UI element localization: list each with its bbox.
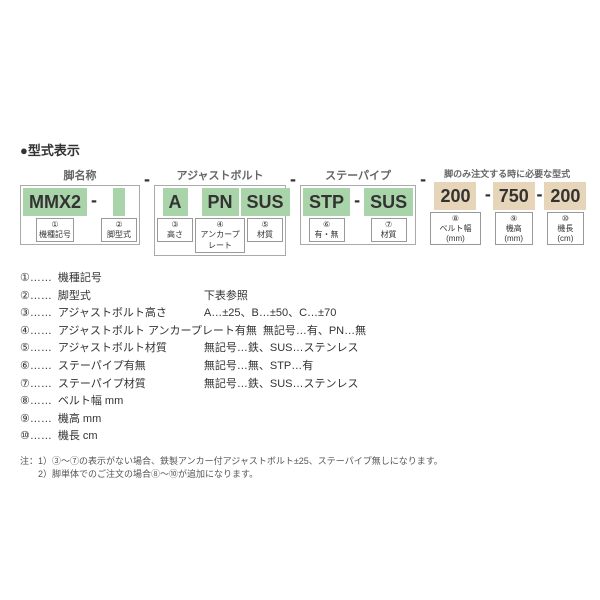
note-right: 脚のみ注文する時に必要な型式 bbox=[444, 167, 570, 180]
code-value bbox=[113, 188, 125, 216]
code-sub-label: ⑩機長(cm) bbox=[547, 212, 585, 245]
desc-num: ②…… bbox=[20, 288, 52, 306]
code-cell: ②脚型式 bbox=[101, 188, 137, 242]
code-group: ステーパイプ STP⑥有・無-SUS⑦材質 bbox=[300, 167, 416, 245]
code-cell: PN④アンカープレート bbox=[195, 188, 245, 253]
code-sub-label: ④アンカープレート bbox=[195, 218, 245, 253]
code-group: 脚のみ注文する時に必要な型式200⑧ベルト幅(mm)-750⑨機高(mm)-20… bbox=[430, 167, 584, 245]
desc-key: アジャストボルト材質 bbox=[58, 340, 198, 358]
desc-key: 機高 mm bbox=[58, 411, 198, 429]
desc-num: ③…… bbox=[20, 305, 52, 323]
code-group: アジャストボルトA③高さPN④アンカープレートSUS⑤材質 bbox=[154, 167, 286, 256]
desc-row: ④…… アジャストボルト アンカープレート有無無記号…有、PN…無 bbox=[20, 323, 580, 341]
code-sub-label: ⑤材質 bbox=[247, 218, 283, 242]
separator: - bbox=[89, 188, 99, 212]
code-value: PN bbox=[202, 188, 239, 216]
model-code-diagram: 脚名称MMX2①機種記号-②脚型式-アジャストボルトA③高さPN④アンカープレー… bbox=[20, 167, 580, 256]
desc-num: ①…… bbox=[20, 270, 52, 288]
desc-row: ②…… 脚型式下表参照 bbox=[20, 288, 580, 306]
note-line: 注：1）③～⑦の表示がない場合、鉄製アンカー付アジャストボルト±25、ステーパイ… bbox=[20, 454, 580, 467]
separator: - bbox=[418, 167, 428, 191]
desc-row: ⑩…… 機長 cm bbox=[20, 428, 580, 446]
desc-val: 無記号…鉄、SUS…ステンレス bbox=[204, 376, 359, 394]
code-value: 200 bbox=[434, 182, 476, 210]
desc-num: ④…… bbox=[20, 323, 52, 341]
separator: - bbox=[483, 182, 493, 206]
desc-num: ⑤…… bbox=[20, 340, 52, 358]
desc-row: ⑥…… ステーパイプ有無無記号…無、STP…有 bbox=[20, 358, 580, 376]
code-value: STP bbox=[303, 188, 350, 216]
section-title: ●型式表示 bbox=[20, 140, 580, 159]
code-value: SUS bbox=[364, 188, 413, 216]
group-label: アジャストボルト bbox=[177, 167, 264, 183]
description-list: ①…… 機種記号 ②…… 脚型式下表参照 ③…… アジャストボルト高さ A…±25、B…±5… bbox=[20, 270, 580, 446]
desc-num: ⑦…… bbox=[20, 376, 52, 394]
code-cell: 200⑩機長(cm) bbox=[547, 182, 585, 245]
code-value: 750 bbox=[493, 182, 535, 210]
code-sub-label: ⑨機高(mm) bbox=[495, 212, 533, 245]
code-sub-label: ③高さ bbox=[157, 218, 193, 242]
desc-val: A…±25、B…±50、C…±70 bbox=[204, 305, 336, 323]
desc-row: ⑦…… ステーパイプ材質無記号…鉄、SUS…ステンレス bbox=[20, 376, 580, 394]
group-label: 脚名称 bbox=[64, 167, 97, 183]
desc-key: アジャストボルト アンカープレート有無 bbox=[58, 323, 257, 341]
footnotes: 注：1）③～⑦の表示がない場合、鉄製アンカー付アジャストボルト±25、ステーパイ… bbox=[20, 454, 580, 480]
code-value: SUS bbox=[241, 188, 290, 216]
note-line: 2）脚単体でのご注文の場合⑧～⑩が追加になります。 bbox=[20, 467, 580, 480]
code-sub-label: ⑥有・無 bbox=[309, 218, 345, 242]
desc-key: 脚型式 bbox=[58, 288, 198, 306]
code-sub-label: ⑦材質 bbox=[371, 218, 407, 242]
desc-val: 下表参照 bbox=[204, 288, 248, 306]
desc-val: 無記号…有、PN…無 bbox=[263, 323, 366, 341]
desc-num: ⑨…… bbox=[20, 411, 52, 429]
code-sub-label: ⑧ベルト幅(mm) bbox=[430, 212, 481, 245]
separator: - bbox=[535, 182, 545, 206]
desc-row: ⑤…… アジャストボルト材質無記号…鉄、SUS…ステンレス bbox=[20, 340, 580, 358]
code-cell: A③高さ bbox=[157, 188, 193, 253]
separator: - bbox=[142, 167, 152, 191]
code-sub-label: ①機種記号 bbox=[36, 218, 74, 242]
code-value: A bbox=[163, 188, 188, 216]
desc-key: 機種記号 bbox=[58, 270, 198, 288]
desc-val: 無記号…無、STP…有 bbox=[204, 358, 313, 376]
separator: - bbox=[288, 167, 298, 191]
desc-key: アジャストボルト高さ bbox=[58, 305, 198, 323]
code-value: 200 bbox=[544, 182, 586, 210]
desc-num: ⑧…… bbox=[20, 393, 52, 411]
desc-key: 機長 cm bbox=[58, 428, 198, 446]
desc-row: ①…… 機種記号 bbox=[20, 270, 580, 288]
desc-key: ステーパイプ有無 bbox=[58, 358, 198, 376]
code-value: MMX2 bbox=[23, 188, 87, 216]
code-group: 脚名称 MMX2①機種記号-②脚型式 bbox=[20, 167, 140, 245]
code-cell: STP⑥有・無 bbox=[303, 188, 350, 242]
desc-num: ⑩…… bbox=[20, 428, 52, 446]
desc-row: ⑧…… ベルト幅 mm bbox=[20, 393, 580, 411]
code-cell: SUS⑦材質 bbox=[364, 188, 413, 242]
desc-row: ⑨…… 機高 mm bbox=[20, 411, 580, 429]
code-cell: 200⑧ベルト幅(mm) bbox=[430, 182, 481, 245]
desc-key: ステーパイプ材質 bbox=[58, 376, 198, 394]
desc-row: ③…… アジャストボルト高さ A…±25、B…±50、C…±70 bbox=[20, 305, 580, 323]
desc-key: ベルト幅 mm bbox=[58, 393, 198, 411]
code-cell: MMX2①機種記号 bbox=[23, 188, 87, 242]
code-sub-label: ②脚型式 bbox=[101, 218, 137, 242]
desc-num: ⑥…… bbox=[20, 358, 52, 376]
code-cell: SUS⑤材質 bbox=[247, 188, 283, 253]
code-cell: 750⑨機高(mm) bbox=[495, 182, 533, 245]
group-label: ステーパイプ bbox=[325, 167, 391, 183]
desc-val: 無記号…鉄、SUS…ステンレス bbox=[204, 340, 359, 358]
separator: - bbox=[352, 188, 362, 212]
